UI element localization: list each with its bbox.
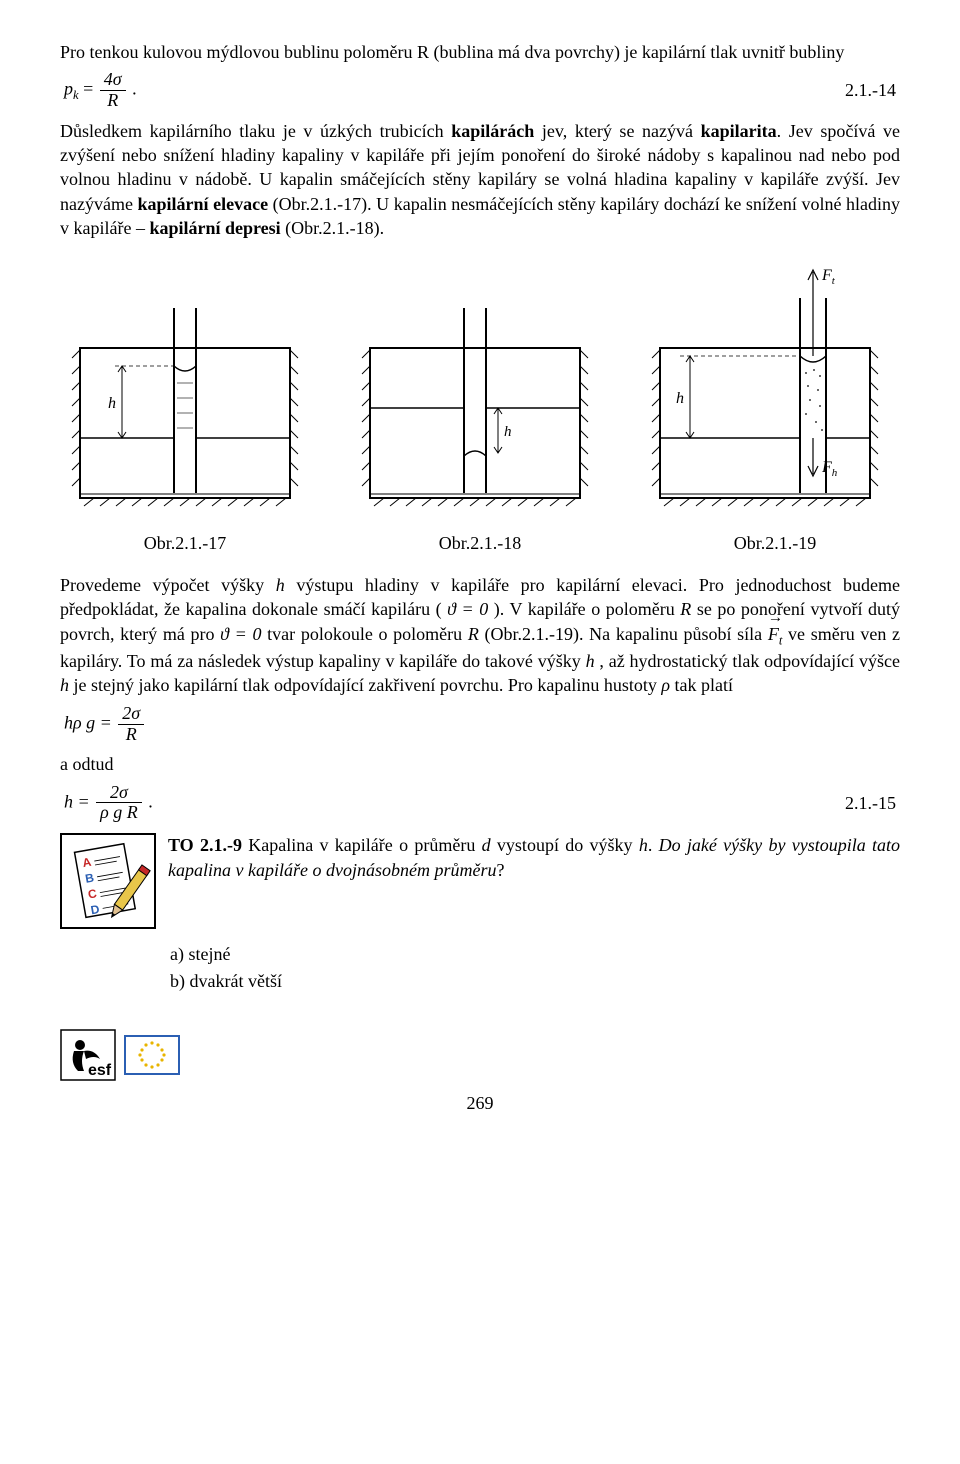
caption-18: Obr.2.1.-18	[355, 531, 605, 555]
eq1-frac: 4σ R	[100, 70, 126, 111]
footer-logos: esf	[60, 1029, 900, 1081]
svg-text:Ft: Ft	[821, 267, 836, 287]
equation-1-body: pk = 4σ R .	[60, 70, 137, 111]
svg-text:Fh: Fh	[821, 459, 838, 479]
eq1-eq: =	[79, 79, 98, 99]
fig17-h: h	[108, 395, 116, 412]
fig19-Ft-sub: t	[832, 275, 836, 287]
p2d: kapilarita	[701, 121, 777, 141]
equation-1: pk = 4σ R . 2.1.-14	[60, 70, 900, 111]
to-q1: Kapalina v kapiláře o průměru	[242, 835, 482, 855]
p2b: kapilárách	[451, 121, 534, 141]
to-block: A B C D TO 2.1.-9 Kapalina v kapilá	[60, 833, 900, 935]
equation-3-body: h = 2σ ρ g R .	[60, 783, 153, 824]
p3d: ϑ = 0	[447, 599, 488, 619]
fig18-h: h	[504, 424, 512, 440]
fig19-Ft: F	[821, 267, 832, 284]
eu-flag-icon	[124, 1035, 180, 1075]
p3b: h	[276, 575, 285, 595]
to-option-a: a) stejné	[170, 942, 900, 966]
equation-3-number: 2.1.-15	[845, 791, 900, 815]
equation-3: h = 2σ ρ g R . 2.1.-15	[60, 783, 900, 824]
esf-logo-icon: esf	[60, 1029, 116, 1081]
to-text: TO 2.1.-9 Kapalina v kapiláře o průměru …	[168, 833, 900, 882]
eq2-num: 2σ	[118, 704, 144, 725]
para-1: Pro tenkou kulovou mýdlovou bublinu polo…	[60, 40, 900, 64]
caption-19: Obr.2.1.-19	[650, 531, 900, 555]
p3j: R	[468, 624, 479, 644]
eq2-lhs: hρ g =	[64, 712, 116, 732]
caption-17: Obr.2.1.-17	[60, 531, 310, 555]
para-4: a odtud	[60, 752, 900, 776]
p3a: Provedeme výpočet výšky	[60, 575, 276, 595]
eq3-den: ρ g R	[96, 803, 142, 823]
p3e: ). V kapiláře o poloměru	[488, 599, 680, 619]
figure-18-svg: h	[350, 288, 600, 518]
fig19-h: h	[676, 390, 684, 407]
page-number: 269	[60, 1091, 900, 1115]
p3o: h	[60, 675, 69, 695]
fig19-Fh-sub: h	[832, 467, 838, 479]
eq1-lhs-var: p	[64, 79, 73, 99]
figure-row: h	[60, 258, 900, 524]
eq3-tail: .	[144, 791, 153, 811]
figure-18: h	[350, 288, 600, 524]
eq3-frac: 2σ ρ g R	[96, 783, 142, 824]
p3k: (Obr.2.1.-19). Na kapalinu působí síla	[479, 624, 768, 644]
p3i: tvar polokoule o poloměru	[262, 624, 468, 644]
figure-19-svg: h Ft Fh	[640, 258, 900, 518]
fig19-Fh: F	[821, 459, 832, 476]
to-lead: TO 2.1.-9	[168, 835, 242, 855]
equation-2: hρ g = 2σ R	[60, 704, 900, 745]
p2h: kapilární depresi	[149, 218, 280, 238]
figure-17-svg: h	[60, 288, 310, 518]
p3m: h	[586, 651, 595, 671]
p3q: ρ	[661, 675, 670, 695]
eq3-num: 2σ	[96, 783, 142, 804]
p3r: tak platí	[670, 675, 733, 695]
p2c: jev, který se nazývá	[534, 121, 700, 141]
p2a: Důsledkem kapilárního tlaku je v úzkých …	[60, 121, 451, 141]
to-q7: ?	[496, 860, 504, 880]
to-q4: h	[639, 835, 648, 855]
eq3-lhs: h =	[64, 791, 94, 811]
p2f: kapilární elevace	[138, 194, 269, 214]
to-q5: .	[648, 835, 659, 855]
p2i: (Obr.2.1.-18).	[281, 218, 384, 238]
eq2-den: R	[118, 725, 144, 745]
figure-19: h Ft Fh	[640, 258, 900, 524]
caption-row: Obr.2.1.-17 Obr.2.1.-18 Obr.2.1.-19	[60, 531, 900, 555]
p3p: je stejný jako kapilární tlak odpovídají…	[69, 675, 661, 695]
quiz-icon: A B C D	[60, 833, 156, 935]
p3h: ϑ = 0	[220, 624, 261, 644]
equation-1-number: 2.1.-14	[845, 78, 900, 102]
figure-17: h	[60, 288, 310, 524]
para-3: Provedeme výpočet výšky h výstupu hladin…	[60, 573, 900, 698]
p3n: , až hydrostatický tlak odpovídající výš…	[595, 651, 900, 671]
p3f: R	[680, 599, 691, 619]
eq1-num: 4σ	[100, 70, 126, 91]
para-1-text: Pro tenkou kulovou mýdlovou bublinu polo…	[60, 42, 844, 62]
p3-vec: →F	[768, 622, 779, 646]
to-option-b: b) dvakrát větší	[170, 969, 900, 993]
to-q2: d	[482, 835, 491, 855]
eq1-tail: .	[128, 79, 137, 99]
equation-2-body: hρ g = 2σ R	[60, 704, 146, 745]
eq2-frac: 2σ R	[118, 704, 144, 745]
to-options: a) stejné b) dvakrát větší	[170, 942, 900, 994]
to-q3: vystoupí do výšky	[491, 835, 639, 855]
para-2: Důsledkem kapilárního tlaku je v úzkých …	[60, 119, 900, 240]
eq1-den: R	[100, 91, 126, 111]
esf-label: esf	[88, 1062, 112, 1079]
